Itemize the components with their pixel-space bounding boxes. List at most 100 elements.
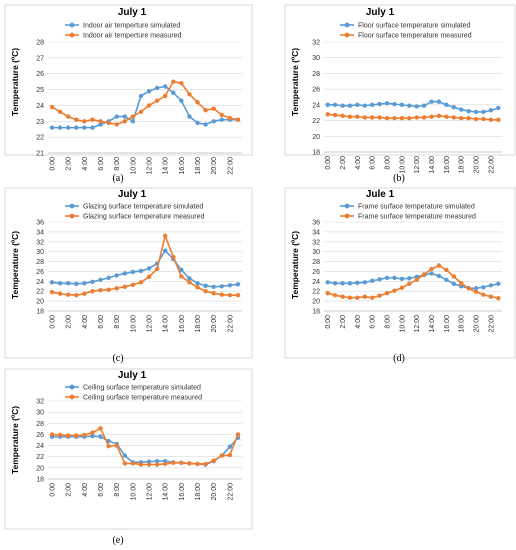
data-point (340, 294, 345, 299)
y-tick-label: 36 (36, 220, 44, 227)
data-point (219, 453, 224, 458)
y-tick-label: 22 (312, 289, 320, 296)
data-point (325, 291, 330, 296)
data-point (179, 267, 184, 273)
data-point (203, 289, 208, 294)
data-point (114, 114, 119, 119)
data-point (203, 461, 208, 467)
y-tick-label: 32 (312, 239, 320, 246)
data-point (481, 285, 486, 290)
data-point (187, 276, 192, 281)
data-point (325, 112, 330, 117)
data-point (82, 432, 87, 438)
x-tick-label: 12:00 (147, 483, 154, 501)
y-tick-label: 22 (312, 118, 320, 125)
x-tick-label: 20:00 (211, 315, 218, 333)
x-tick-label: 10:00 (399, 156, 406, 174)
data-point (82, 119, 87, 124)
data-point (355, 295, 360, 300)
panel-frame (4, 368, 253, 530)
legend-label: Ceiling surface temperature simulated (83, 385, 201, 392)
x-tick-label: 4:00 (82, 483, 89, 497)
data-point (227, 444, 233, 449)
data-point (122, 119, 127, 124)
y-axis-label: Temperature (ºC) (290, 231, 300, 299)
legend-swatch-marker (69, 203, 75, 209)
data-point (466, 286, 471, 291)
data-point (377, 277, 382, 282)
data-point (436, 99, 442, 104)
legend-swatch-marker (69, 394, 75, 400)
data-point (355, 280, 360, 286)
x-tick-label: 12:00 (147, 157, 154, 175)
x-tick-label: 0:00 (50, 157, 57, 171)
data-point (138, 93, 144, 99)
data-point (488, 294, 494, 299)
data-point (421, 272, 427, 277)
data-point (195, 120, 200, 126)
data-point (451, 281, 456, 287)
data-point (384, 275, 390, 281)
x-tick-label: 6:00 (98, 483, 105, 497)
data-point (488, 117, 494, 122)
data-point (496, 295, 501, 301)
data-point (451, 105, 456, 110)
data-point (466, 116, 471, 121)
data-point (211, 458, 216, 463)
legend-swatch-marker (69, 32, 75, 38)
x-tick-label: 14:00 (163, 315, 170, 333)
data-point (332, 112, 338, 118)
x-tick-label: 8:00 (385, 315, 392, 329)
x-tick-label: 22:00 (227, 157, 234, 175)
y-tick-label: 26 (312, 269, 320, 276)
data-point (146, 462, 152, 467)
data-point (163, 84, 168, 89)
x-tick-label: 22:00 (227, 483, 234, 501)
x-tick-label: 14:00 (163, 483, 170, 501)
x-tick-label: 16:00 (179, 157, 186, 175)
data-point (399, 116, 405, 121)
data-point (235, 292, 241, 298)
data-point (49, 290, 55, 295)
data-point (407, 103, 412, 108)
data-point (235, 432, 241, 437)
data-point (203, 107, 208, 113)
x-tick-label: 14:00 (429, 315, 436, 333)
y-tick-label: 27 (36, 55, 44, 62)
data-point (429, 266, 434, 272)
legend-label: Floor surface temperature measured (358, 33, 472, 40)
y-tick-label: 28 (36, 40, 44, 47)
data-point (98, 122, 103, 127)
legend-swatch-marker (344, 22, 350, 28)
data-point (370, 278, 375, 284)
data-point (138, 268, 144, 274)
data-point (122, 453, 127, 458)
data-point (370, 295, 375, 300)
y-axis-label: Temperature (ºC) (10, 406, 20, 474)
x-tick-label: 0:00 (325, 315, 332, 329)
data-point (163, 248, 168, 253)
legend-swatch-marker (69, 384, 75, 390)
data-point (370, 102, 375, 108)
data-point (122, 461, 127, 466)
data-point (444, 267, 449, 273)
data-point (451, 274, 456, 279)
y-tick-label: 26 (312, 87, 320, 94)
chart-panel-2: July 1 18 20 22 24 26 28 30 32 0:00 2:00 4:00 6:00 8:… (284, 4, 516, 174)
legend-swatch-marker (344, 32, 350, 38)
data-point (90, 433, 95, 439)
data-point (154, 462, 160, 467)
data-point (179, 98, 184, 103)
x-tick-label: 2:00 (66, 157, 73, 171)
x-tick-label: 12:00 (414, 315, 421, 333)
y-tick-label: 20 (36, 465, 44, 472)
panel-frame (284, 187, 516, 359)
x-tick-label: 8:00 (114, 483, 121, 497)
data-point (451, 115, 456, 120)
data-point (429, 271, 434, 276)
y-tick-label: 28 (312, 259, 320, 266)
data-point (459, 107, 464, 112)
data-point (179, 81, 184, 86)
x-tick-label: 12:00 (414, 156, 421, 174)
data-point (211, 119, 216, 124)
